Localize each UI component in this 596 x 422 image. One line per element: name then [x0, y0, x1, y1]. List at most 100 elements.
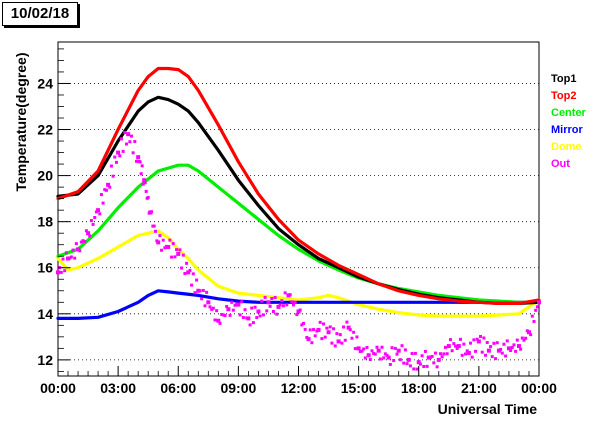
out-point: [201, 288, 205, 292]
out-point: [118, 154, 122, 158]
out-point: [178, 248, 182, 252]
out-point: [500, 351, 504, 355]
out-point: [346, 325, 351, 330]
out-point: [383, 352, 387, 356]
x-tick-label: 00:00: [521, 380, 557, 396]
out-point: [238, 313, 242, 317]
out-point: [510, 345, 514, 349]
out-point: [318, 320, 322, 324]
out-point: [403, 348, 407, 352]
out-point: [208, 305, 212, 309]
out-point: [465, 349, 469, 353]
out-point: [305, 335, 309, 339]
out-point: [233, 303, 237, 307]
out-point: [240, 300, 244, 304]
out-point: [225, 304, 229, 308]
out-point: [509, 349, 513, 353]
out-point: [59, 270, 63, 274]
out-point: [170, 255, 174, 259]
out-point: [524, 336, 528, 340]
out-point: [298, 308, 302, 312]
out-point: [442, 352, 446, 356]
out-point: [113, 155, 117, 159]
out-point: [270, 296, 274, 300]
y-tick-label: 22: [37, 122, 53, 138]
out-point: [144, 189, 148, 193]
out-point: [56, 270, 60, 275]
out-point: [255, 316, 259, 320]
out-point: [228, 313, 232, 317]
out-point: [460, 353, 464, 357]
out-point: [390, 346, 394, 350]
out-point: [380, 345, 384, 349]
out-point: [215, 309, 219, 313]
out-point: [220, 312, 224, 316]
out-point: [375, 345, 379, 349]
out-point: [504, 354, 508, 358]
out-point: [506, 346, 511, 351]
out-point: [175, 248, 179, 252]
out-point: [181, 253, 185, 257]
out-point: [124, 142, 128, 146]
out-point: [495, 341, 499, 345]
out-point: [415, 367, 419, 371]
out-point: [408, 364, 412, 368]
out-point: [310, 341, 314, 345]
out-point: [418, 362, 422, 366]
series-layer: [56, 66, 541, 371]
out-point: [363, 356, 367, 360]
out-point: [482, 336, 486, 340]
out-point: [412, 367, 416, 371]
out-point: [74, 242, 78, 246]
out-point: [398, 358, 402, 362]
out-point: [392, 358, 396, 362]
out-point: [520, 336, 524, 340]
out-point: [94, 210, 98, 214]
out-point: [96, 208, 101, 213]
out-point: [213, 318, 217, 322]
out-point: [300, 323, 304, 327]
out-point: [373, 352, 377, 356]
out-point: [526, 330, 531, 335]
out-point: [146, 195, 150, 199]
out-point: [490, 355, 494, 359]
out-point: [443, 345, 447, 349]
out-point: [188, 268, 192, 272]
out-point: [78, 249, 82, 253]
x-tick-label: 03:00: [100, 380, 136, 396]
out-point: [466, 350, 471, 355]
out-point: [515, 338, 519, 342]
out-point: [98, 212, 102, 216]
out-point: [453, 344, 457, 348]
out-point: [448, 338, 452, 342]
y-tick-label: 12: [37, 352, 53, 368]
out-point: [154, 229, 158, 233]
out-point: [134, 159, 138, 163]
out-point: [108, 185, 112, 189]
date-label: 10/02/18: [10, 5, 70, 22]
out-point: [345, 320, 349, 324]
x-tick-label: 00:00: [40, 380, 76, 396]
out-point: [99, 193, 103, 197]
x-tick-label: 06:00: [160, 380, 196, 396]
out-point: [206, 300, 211, 305]
out-point: [86, 231, 91, 236]
out-point: [530, 314, 534, 318]
out-point: [315, 329, 319, 333]
out-point: [479, 334, 483, 338]
out-point: [136, 155, 141, 160]
out-point: [131, 151, 135, 155]
out-point: [216, 318, 221, 323]
out-point: [218, 321, 222, 325]
plot-frame: [57, 41, 540, 377]
out-point: [396, 348, 401, 353]
out-point: [312, 328, 316, 332]
legend-entry-dome: Dome: [551, 141, 582, 153]
out-point: [402, 361, 406, 365]
out-point: [93, 215, 97, 219]
out-point: [106, 182, 111, 187]
out-point: [260, 299, 264, 303]
out-point: [286, 293, 291, 298]
series-top2-line: [56, 66, 541, 305]
